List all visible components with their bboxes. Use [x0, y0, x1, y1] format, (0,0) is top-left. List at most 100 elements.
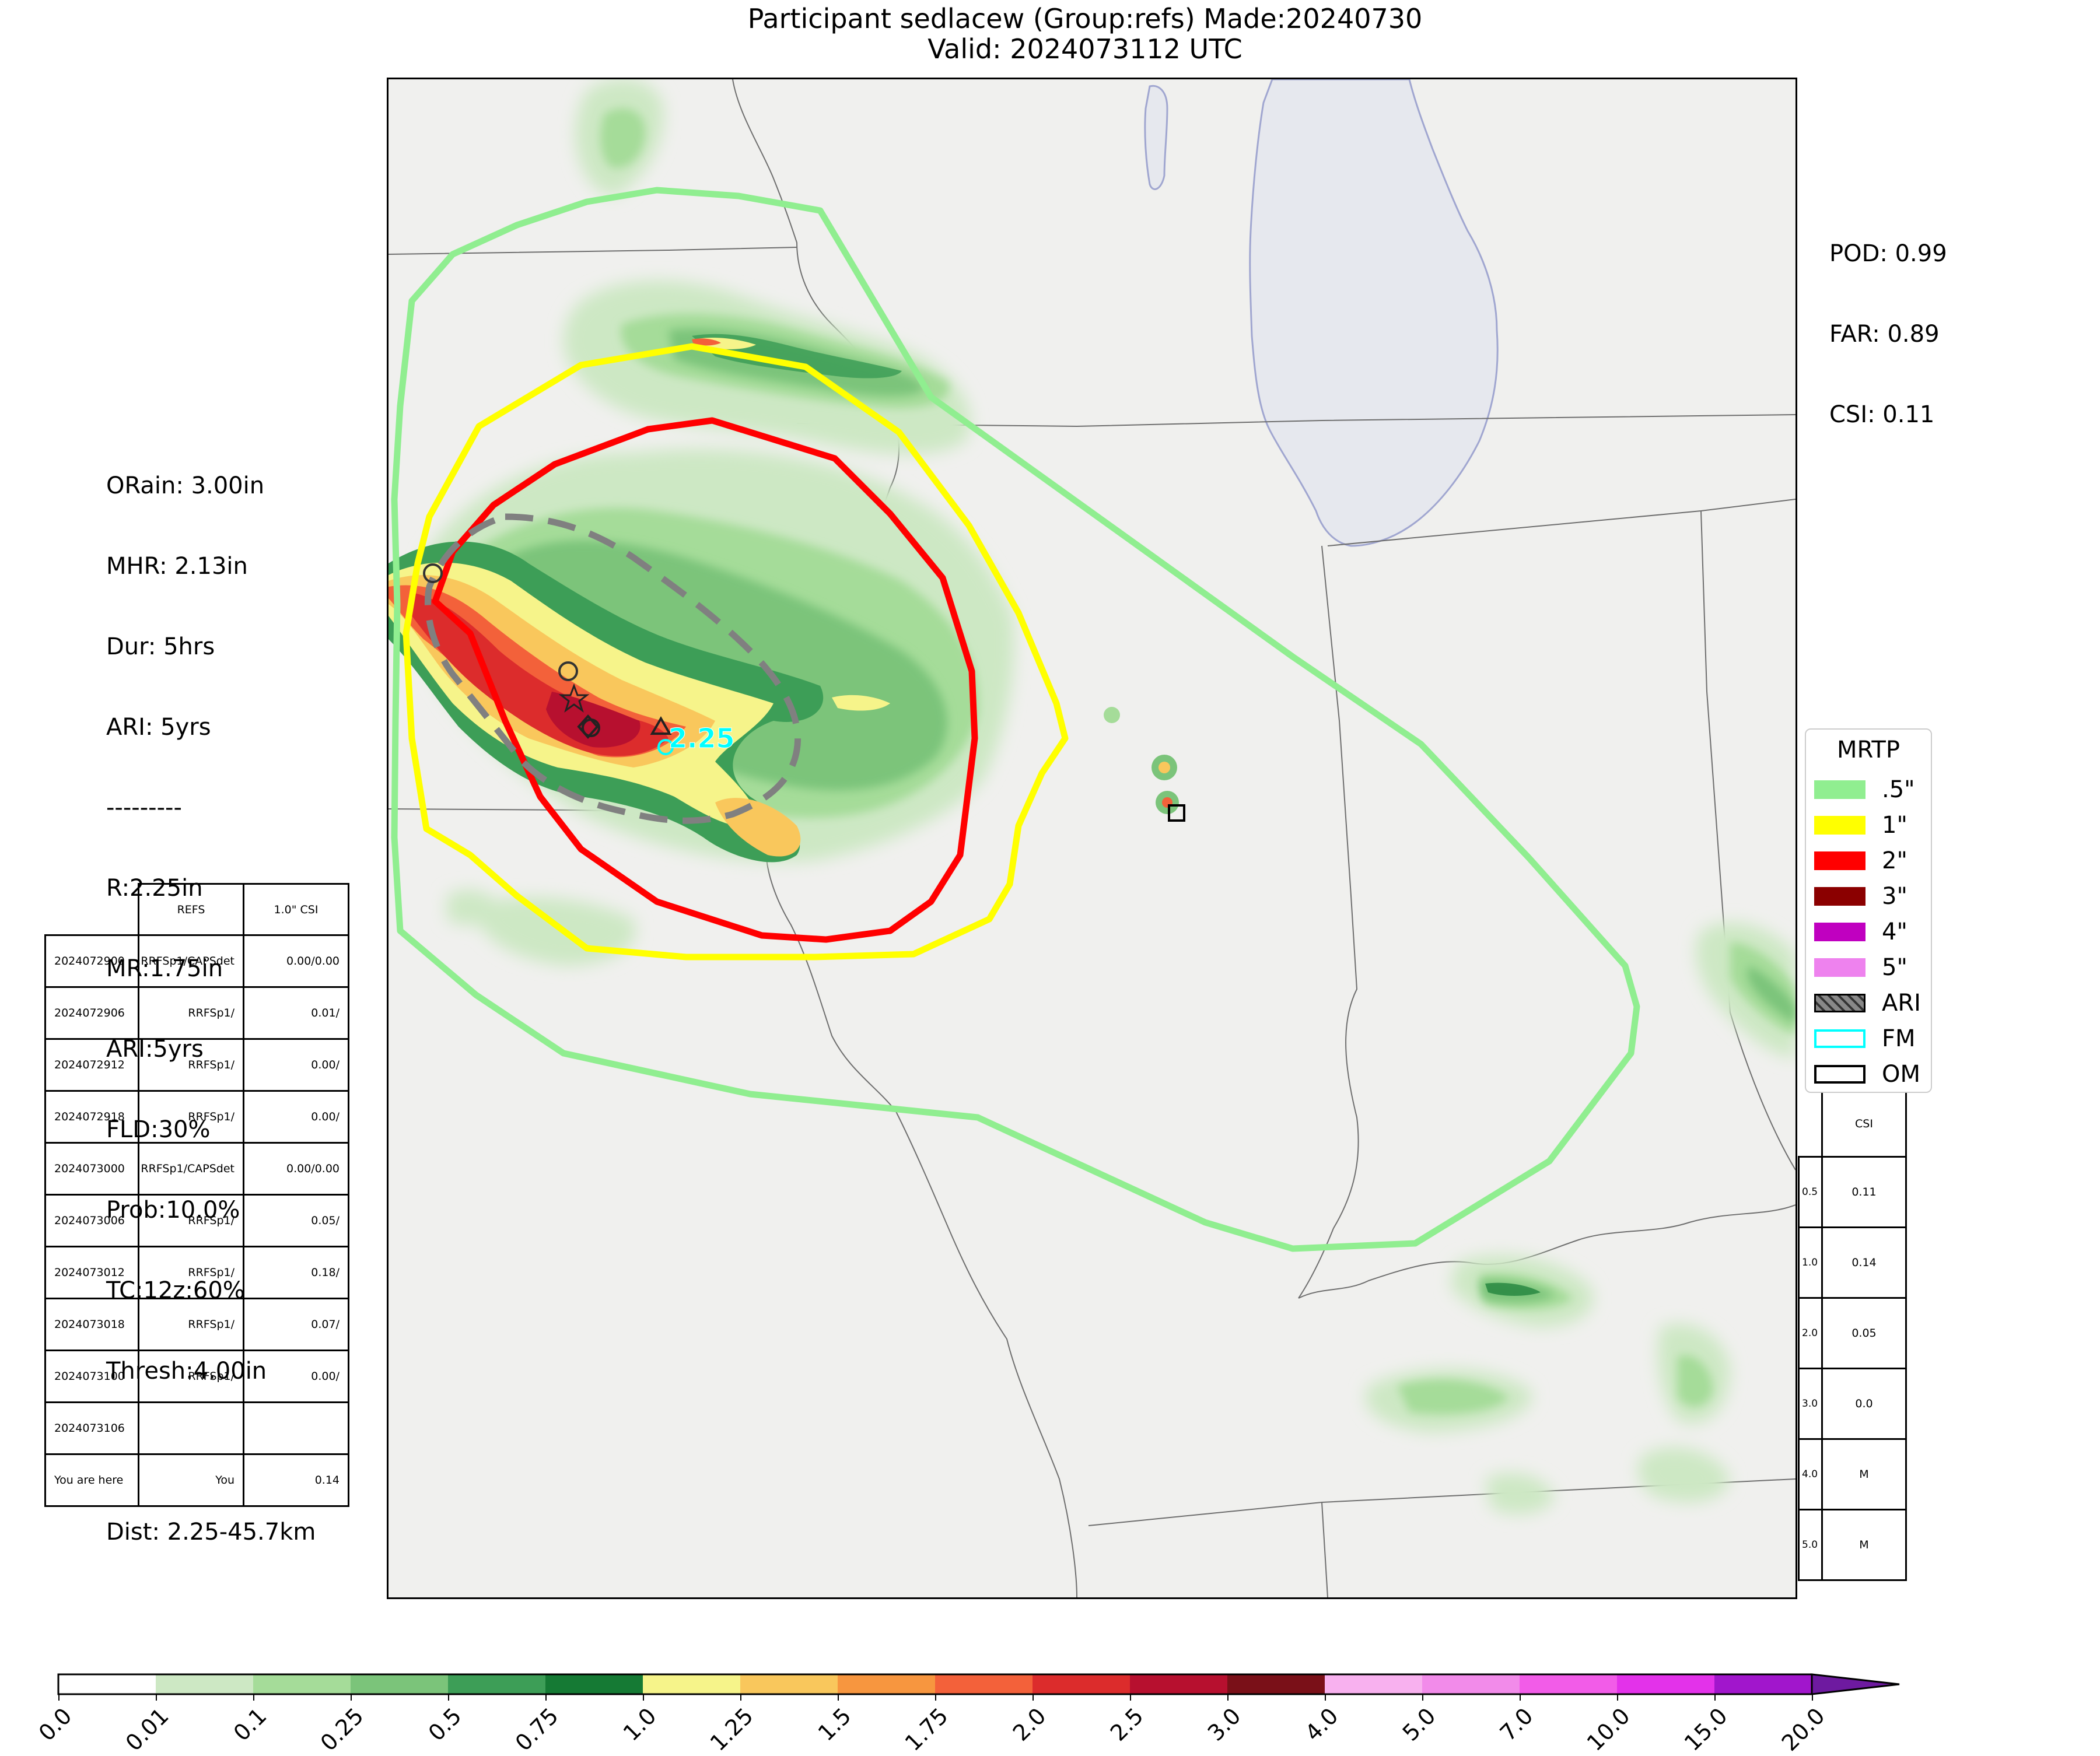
- left-table-cell: 0.18/: [243, 1246, 349, 1299]
- colorbar-tick-mark: [1227, 1695, 1228, 1701]
- legend-swatch: [1814, 958, 1866, 977]
- colorbar-tick-mark: [643, 1695, 644, 1701]
- pod-score: POD: 0.99: [1829, 240, 1947, 267]
- green-bay: [1144, 85, 1168, 190]
- colorbar-tick-mark: [253, 1695, 254, 1701]
- left-table-row: 2024073106: [44, 1401, 349, 1455]
- legend-swatch: [1814, 887, 1866, 906]
- colorbar-tick-label: 0.0: [33, 1703, 77, 1746]
- colorbar-extend-arrow: [1811, 1673, 1900, 1695]
- colorbar-tick-mark: [448, 1695, 449, 1701]
- legend-swatch: [1814, 1065, 1866, 1084]
- colorbar-tick-mark: [58, 1695, 60, 1701]
- colorbar-swatch: [1130, 1674, 1227, 1694]
- colorbar-tick-label: 1.75: [900, 1703, 954, 1756]
- colorbar-swatch: [1227, 1674, 1325, 1694]
- colorbar-swatch: [740, 1674, 838, 1694]
- colorbar-swatch: [838, 1674, 935, 1694]
- colorbar-tick-mark: [156, 1695, 157, 1701]
- left-table-cell: RRFSp1/: [138, 1090, 244, 1144]
- legend-label: ARI: [1882, 990, 1921, 1017]
- left-table-cell: You: [138, 1453, 244, 1507]
- right-table-cell: M: [1821, 1438, 1907, 1510]
- legend-entry: .5": [1814, 775, 1915, 804]
- right-table-cell: 2.0: [1798, 1296, 1823, 1369]
- markers: [423, 563, 1185, 822]
- legend-entry: FM: [1814, 1024, 1916, 1053]
- right-table-cell: 0.0: [1821, 1367, 1907, 1440]
- left-table-cell: 2024072912: [44, 1038, 139, 1092]
- left-table-cell: 2024072906: [44, 986, 139, 1040]
- observation-circle-marker: [423, 563, 443, 583]
- left-table-header-cell: REFS: [138, 883, 244, 936]
- left-table-row: 2024073012 RRFSp1/0.18/: [44, 1246, 349, 1299]
- left-table-row: 2024072900 RRFSp1/CAPSdet 0.00/0.00: [44, 934, 349, 988]
- legend-entry: 2": [1814, 846, 1908, 875]
- colorbar-swatches: [57, 1673, 1900, 1695]
- left-table-cell: 2024072918: [44, 1090, 139, 1144]
- colorbar-tick-label: 2.5: [1105, 1703, 1149, 1746]
- legend-entry: 4": [1814, 917, 1908, 947]
- colorbar-tick-label: 7.0: [1494, 1703, 1538, 1746]
- colorbar-tick-label: 0.75: [510, 1703, 564, 1756]
- ari-value: ARI: 5yrs: [106, 714, 211, 741]
- left-table-row: 2024073100 RRFSp1/0.00/: [44, 1350, 349, 1403]
- left-table-cell: 2024073106: [44, 1401, 139, 1455]
- legend-label: 5": [1882, 954, 1908, 981]
- left-table-cell: 2024073000: [44, 1142, 139, 1196]
- colorbar-tick-mark: [1130, 1695, 1131, 1701]
- right-table-row: 1.0 0.14: [1798, 1226, 1907, 1299]
- left-table-cell: 0.00/: [243, 1090, 349, 1144]
- map-panel[interactable]: 2.25: [387, 78, 1797, 1599]
- contour-1-inch: [402, 343, 1069, 961]
- colorbar-tick-label: 5.0: [1397, 1703, 1441, 1746]
- left-table-cell: RRFSp1/: [138, 1298, 244, 1351]
- triangle-marker: [650, 716, 672, 735]
- colorbar-swatch: [1032, 1674, 1130, 1694]
- colorbar-swatch: [1714, 1674, 1812, 1694]
- colorbar-tick-label: 0.5: [423, 1703, 467, 1746]
- colorbar-swatch: [156, 1674, 253, 1694]
- legend-label: OM: [1882, 1061, 1920, 1088]
- left-table-row: 2024072912 RRFSp1/0.00/: [44, 1038, 349, 1092]
- left-table-row: You are here You 0.14: [44, 1453, 349, 1507]
- left-table-cell: You are here: [44, 1453, 139, 1507]
- left-table-row: 2024073018 RRFSp1/0.07/: [44, 1298, 349, 1351]
- legend-label: 3": [1882, 883, 1908, 910]
- right-table-row: 2.0 0.05: [1798, 1296, 1907, 1369]
- ari-contour: [424, 513, 801, 824]
- observation-circle-marker: [558, 661, 578, 681]
- right-table-cell: 0.05: [1821, 1296, 1907, 1369]
- star-marker: [558, 683, 590, 713]
- right-table-cell: M: [1821, 1508, 1907, 1581]
- left-table-cell: 0.01/: [243, 986, 349, 1040]
- right-table-cell: 5.0: [1798, 1508, 1823, 1581]
- colorbar-tick-mark: [1325, 1695, 1326, 1701]
- precip-colorbar: 0.0 0.01 0.1 0.25 0.5 0.75 1.0 1.25 1.5 1.75 2.0 2.…: [33, 1673, 1953, 1756]
- left-table-cell: 2024073012: [44, 1246, 139, 1299]
- om-box: [1168, 804, 1185, 822]
- right-table-cell: 0.14: [1821, 1226, 1907, 1299]
- colorbar-tick-mark: [838, 1695, 839, 1701]
- colorbar-swatch: [1520, 1674, 1617, 1694]
- left-table-cell: RRFSp1/: [138, 1246, 244, 1299]
- colorbar-tick-label: 1.25: [705, 1703, 759, 1756]
- legend-label: .5": [1882, 776, 1915, 803]
- far-score: FAR: 0.89: [1829, 321, 1940, 348]
- legend-entry: 3": [1814, 882, 1908, 911]
- left-table-row: 2024073000 RRFSp1/CAPSdet 0.00/0.00: [44, 1142, 349, 1196]
- legend-entry: ARI: [1814, 989, 1921, 1018]
- right-table-body: CSI 0.5 0.11 1.0 0.14 2.0 0.05 3.0 0.0 4.0 M 5.0 M: [1798, 1092, 1907, 1581]
- left-table-cell: RRFSp1/: [138, 1194, 244, 1247]
- right-table-row: 0.5 0.11: [1798, 1155, 1907, 1228]
- colorbar-swatch: [1325, 1674, 1422, 1694]
- separator: ---------: [106, 794, 182, 821]
- colorbar-tick-label: 0.01: [121, 1703, 174, 1756]
- right-table-cell: 0.5: [1798, 1155, 1823, 1228]
- colorbar-tick-label: 2.0: [1007, 1703, 1051, 1746]
- map-canvas[interactable]: 2.25: [388, 79, 1796, 1597]
- right-table-row: 3.0 0.0: [1798, 1367, 1907, 1440]
- legend-swatch: [1814, 780, 1866, 799]
- map-title-line2: Valid: 2024073112 UTC: [928, 33, 1242, 65]
- contour-2-inch: [432, 417, 978, 943]
